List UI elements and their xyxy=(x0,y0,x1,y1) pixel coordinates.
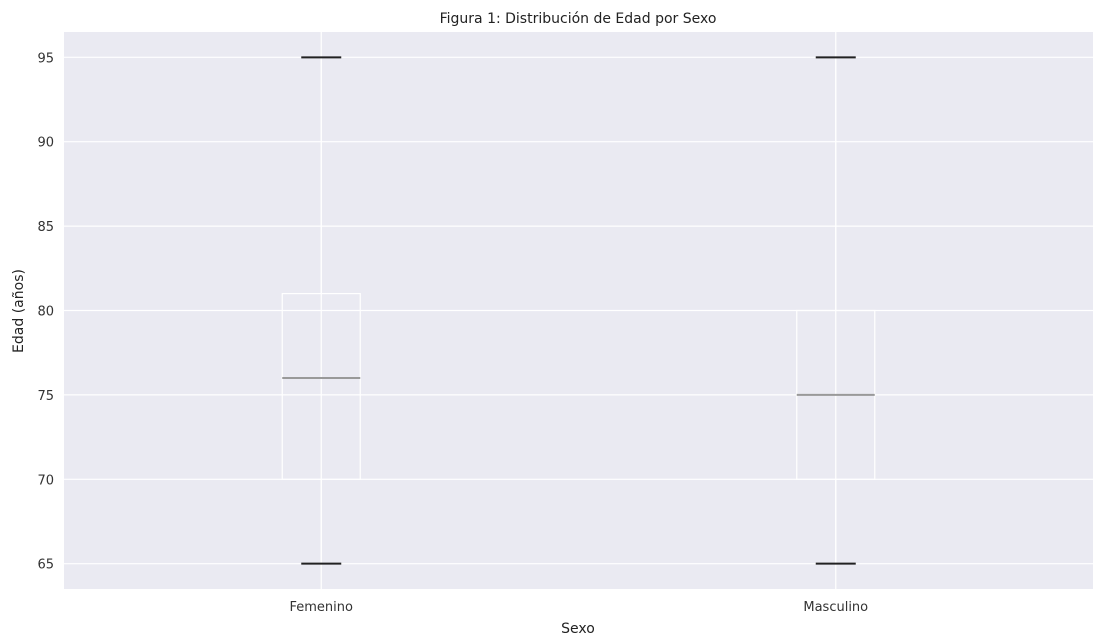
chart-title: Figura 1: Distribución de Edad por Sexo xyxy=(440,11,717,27)
y-tick-label: 85 xyxy=(37,220,54,235)
y-tick-label: 65 xyxy=(37,558,54,573)
x-axis-label: Sexo xyxy=(561,621,595,637)
y-tick-label: 90 xyxy=(37,136,54,151)
boxes xyxy=(281,56,876,565)
y-tick-labels: 65 70 75 80 85 90 95 xyxy=(37,51,54,572)
y-tick-label: 95 xyxy=(37,51,54,66)
x-tick-labels: Femenino Masculino xyxy=(290,600,869,615)
y-axis-label: Edad (años) xyxy=(11,269,27,353)
x-tick-label: Femenino xyxy=(290,600,354,615)
box-femenino xyxy=(281,56,361,565)
y-tick-label: 75 xyxy=(37,389,54,404)
y-tick-label: 70 xyxy=(37,473,54,488)
box-masculino xyxy=(796,56,876,565)
iqr-box xyxy=(281,293,361,480)
x-tick-label: Masculino xyxy=(803,600,868,615)
y-tick-label: 80 xyxy=(37,305,54,320)
